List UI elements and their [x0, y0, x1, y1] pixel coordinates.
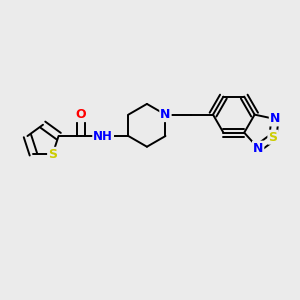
- Text: S: S: [268, 131, 278, 144]
- Text: N: N: [253, 142, 263, 154]
- Text: N: N: [270, 112, 280, 125]
- Text: N: N: [160, 108, 171, 121]
- Text: O: O: [76, 108, 86, 121]
- Text: NH: NH: [93, 130, 113, 142]
- Text: S: S: [48, 148, 57, 161]
